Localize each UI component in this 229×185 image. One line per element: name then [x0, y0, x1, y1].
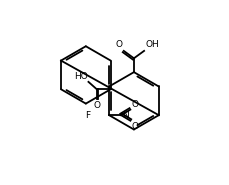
Text: O: O: [131, 100, 138, 109]
Text: O: O: [131, 122, 138, 131]
Text: O: O: [93, 101, 100, 110]
Text: HO: HO: [74, 72, 87, 81]
Text: O: O: [116, 40, 123, 49]
Text: F: F: [85, 111, 90, 120]
Text: N: N: [122, 111, 128, 120]
Text: OH: OH: [145, 40, 159, 49]
